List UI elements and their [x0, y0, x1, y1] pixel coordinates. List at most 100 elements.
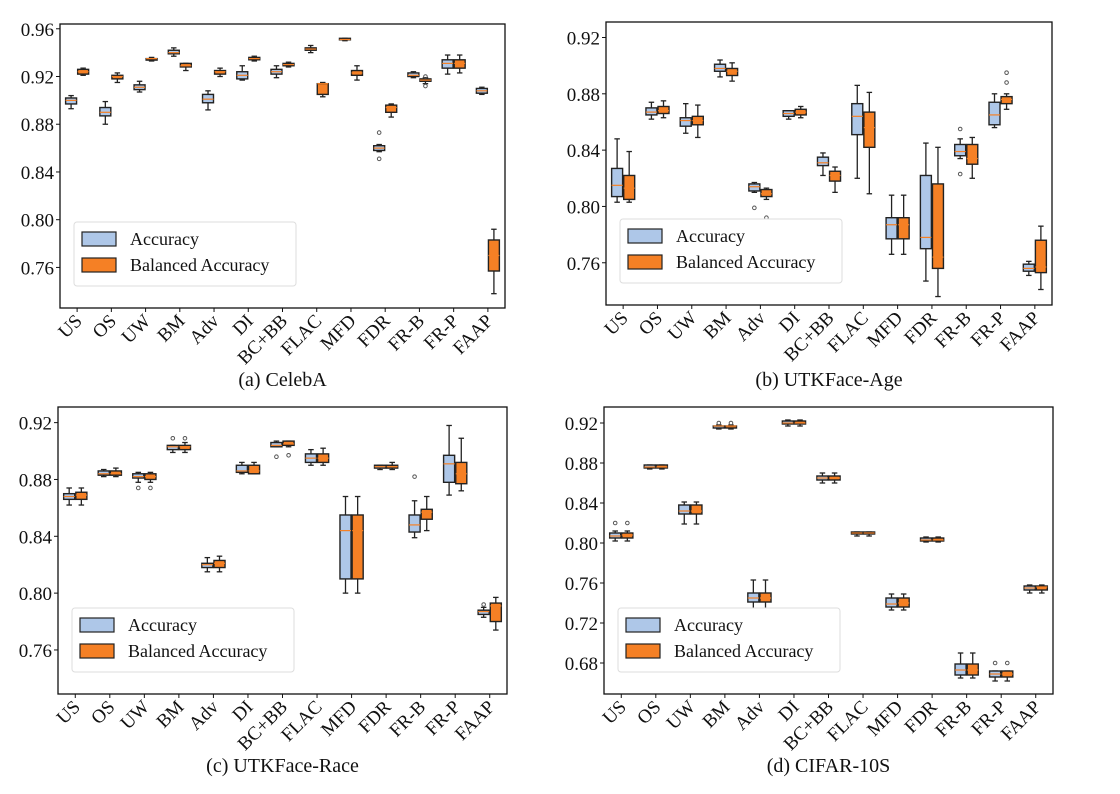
x-tick-label: US	[53, 697, 85, 729]
box-body	[919, 174, 933, 250]
flier-point	[728, 420, 734, 426]
box-balanced-accuracy	[385, 461, 399, 471]
y-tick-label: 0.88	[567, 85, 600, 106]
box-balanced-accuracy	[282, 440, 295, 458]
box-body	[679, 117, 692, 127]
box-body	[713, 63, 727, 72]
flier-point	[376, 130, 382, 135]
box-balanced-accuracy	[109, 467, 123, 478]
box-body	[201, 562, 214, 569]
box-accuracy	[885, 593, 898, 611]
box-accuracy	[167, 47, 180, 57]
x-tick-label: FR-B	[384, 311, 429, 356]
box-body	[885, 597, 898, 608]
box-accuracy	[816, 472, 829, 484]
y-tick-label: 0.76	[19, 641, 52, 662]
box-accuracy	[442, 424, 456, 496]
flier-point	[135, 485, 141, 491]
box-balanced-accuracy	[316, 447, 330, 466]
flier-point	[957, 126, 963, 132]
legend-swatch-balanced-accuracy	[625, 643, 661, 659]
box-body	[339, 514, 352, 580]
y-tick-label: 0.80	[19, 584, 52, 605]
box-body	[408, 514, 421, 533]
flier-point	[286, 453, 291, 458]
flier-point	[1004, 660, 1010, 666]
flier-point	[182, 435, 188, 441]
box-accuracy	[304, 44, 317, 54]
box-accuracy	[99, 100, 112, 125]
box-balanced-accuracy	[897, 593, 910, 611]
x-tick-label: OS	[633, 697, 665, 729]
x-tick-label: UW	[664, 308, 701, 345]
box-balanced-accuracy	[1000, 70, 1013, 110]
box-body	[489, 602, 503, 623]
box-balanced-accuracy	[248, 55, 261, 62]
legend-swatch-accuracy	[627, 228, 663, 244]
box-body	[235, 464, 249, 474]
x-tick-label: FAAP	[996, 308, 1044, 356]
box-accuracy	[201, 556, 214, 573]
x-tick-label: Adv	[732, 307, 770, 345]
legend-swatch-accuracy	[81, 231, 117, 247]
legend-frame	[71, 607, 295, 673]
legend-label-accuracy: Accuracy	[674, 615, 743, 635]
flier-point	[992, 660, 998, 666]
box-balanced-accuracy	[931, 536, 945, 543]
x-tick-label: MFD	[863, 308, 907, 352]
x-tick-label: OS	[87, 697, 119, 729]
x-tick-label: FAAP	[997, 697, 1045, 745]
y-tick-label: 0.92	[567, 28, 600, 49]
y-tick-label: 0.88	[565, 454, 598, 475]
x-tick-label: UW	[117, 697, 154, 734]
box-balanced-accuracy	[931, 146, 945, 298]
box-body	[954, 143, 967, 157]
box-balanced-accuracy	[111, 72, 124, 84]
box-balanced-accuracy	[213, 555, 226, 573]
box-body	[725, 67, 739, 77]
box-accuracy	[236, 65, 249, 81]
box-balanced-accuracy	[1034, 225, 1048, 291]
box-body	[851, 102, 864, 136]
box-balanced-accuracy	[1035, 584, 1049, 594]
y-tick-label: 0.80	[21, 211, 54, 232]
box-accuracy	[885, 194, 898, 255]
box-accuracy	[1023, 584, 1036, 594]
box-balanced-accuracy	[1001, 660, 1014, 682]
box-balanced-accuracy	[794, 105, 807, 119]
box-balanced-accuracy	[385, 103, 398, 118]
box-body	[623, 174, 636, 201]
flier-point	[423, 83, 428, 89]
legend: Accuracy Balanced Accuracy	[71, 607, 295, 673]
legend-label-accuracy: Accuracy	[130, 229, 199, 249]
box-balanced-accuracy	[690, 501, 703, 525]
box-balanced-accuracy	[657, 100, 670, 119]
box-balanced-accuracy	[350, 65, 364, 81]
box-body	[678, 504, 691, 515]
legend-swatch-balanced-accuracy	[79, 643, 115, 659]
box-accuracy	[782, 110, 795, 120]
box-accuracy	[713, 59, 727, 78]
box-accuracy	[338, 37, 352, 42]
box-body	[282, 440, 295, 447]
flier-point	[148, 485, 153, 491]
box-balanced-accuracy	[316, 81, 329, 98]
y-tick-label: 0.92	[21, 68, 54, 89]
y-tick-label: 0.96	[21, 20, 54, 41]
subplot-caption: (a) CelebA	[238, 369, 327, 391]
flier-point	[1004, 80, 1009, 85]
box-accuracy	[304, 448, 318, 466]
y-tick-label: 0.84	[567, 141, 601, 162]
box-body	[385, 104, 398, 114]
flier-point	[376, 156, 382, 162]
x-tick-label: BM	[154, 311, 190, 347]
box-balanced-accuracy	[863, 91, 876, 195]
y-tick-label: 0.84	[565, 494, 599, 515]
box-accuracy	[64, 94, 78, 110]
box-body	[178, 444, 192, 451]
x-tick-label: FLAC	[823, 697, 872, 746]
box-balanced-accuracy	[179, 62, 193, 72]
legend-label-balanced-accuracy: Balanced Accuracy	[674, 641, 813, 661]
box-accuracy	[851, 84, 864, 179]
